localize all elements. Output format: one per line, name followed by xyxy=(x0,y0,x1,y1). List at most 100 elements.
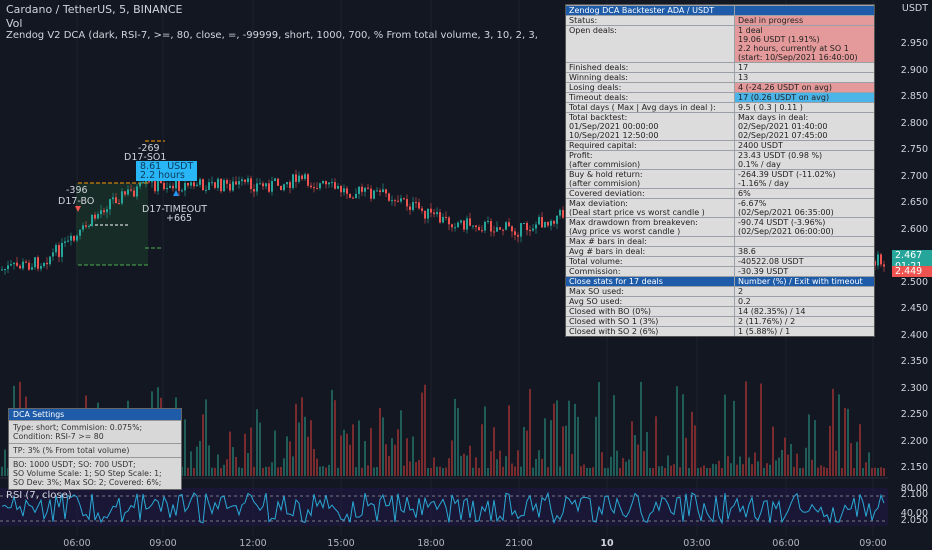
rsi-line xyxy=(1,491,885,525)
bo-label: D17-BO xyxy=(58,196,95,207)
table-key: Total backtest: 01/Sep/2021 00:00:00 10/… xyxy=(566,113,734,140)
table-value: 17 (0.26 USDT on avg) xyxy=(734,93,874,102)
table-row: Open deals: 1 deal 19.06 USDT (1.91%) 2.2… xyxy=(566,25,874,62)
table-value: 2 xyxy=(734,287,874,296)
table-row: Closed with BO (0%) 14 (82.35%) / 14 xyxy=(566,306,874,316)
dca-settings-line: TP: 3% (% From total volume) xyxy=(9,443,181,457)
table-value: 2400 USDT xyxy=(734,141,874,150)
table-value: -90.74 USDT (-3.96%) (02/Sep/2021 06:00:… xyxy=(734,218,874,236)
time-tick: 15:00 xyxy=(327,538,355,549)
table-row: Finished deals: 17 xyxy=(566,62,874,72)
table-value: -40522.08 USDT xyxy=(734,257,874,266)
table-value: 4 (-24.26 USDT on avg) xyxy=(734,83,874,92)
rsi-tick-80: 80.00 xyxy=(900,483,928,494)
price-tick: 2.750 xyxy=(900,144,928,155)
tp-tooltip: 8.61 USDT 2.2 hours xyxy=(136,161,198,181)
volume-label[interactable]: Vol xyxy=(6,17,23,30)
so1-label: D17-SO1 xyxy=(124,152,167,163)
indicator-title[interactable]: Zendog V2 DCA (dark, RSI-7, >=, 80, clos… xyxy=(6,30,538,41)
table-row: Timeout deals: 17 (0.26 USDT on avg) xyxy=(566,92,874,102)
price-tick: 2.400 xyxy=(900,329,928,341)
backtester-title-row: Zendog DCA Backtester ADA / USDT xyxy=(566,5,874,15)
table-key: Closed with BO (0%) xyxy=(566,307,734,316)
table-key: Open deals: xyxy=(566,26,734,62)
table-key: Closed with SO 1 (3%) xyxy=(566,317,734,326)
table-row: Total days ( Max | Avg days in deal ): 9.… xyxy=(566,102,874,112)
table-value: 0.2 xyxy=(734,297,874,306)
table-row: Covered deviation: 6% xyxy=(566,188,874,198)
table-key: Timeout deals: xyxy=(566,93,734,102)
price-tick: 2.050 xyxy=(900,515,928,526)
table-key: Total days ( Max | Avg days in deal ): xyxy=(566,103,734,112)
table-row: Profit: (after commision) 23.43 USDT (0.9… xyxy=(566,150,874,169)
table-value xyxy=(734,237,874,246)
dca-settings-line: BO: 1000 USDT; SO: 700 USDT; SO Volume S… xyxy=(9,457,181,489)
table-key: Avg SO used: xyxy=(566,297,734,306)
price-tick: 2.950 xyxy=(900,38,928,49)
table-key: Max # bars in deal: xyxy=(566,237,734,246)
price-tick: 2.300 xyxy=(900,382,928,394)
backtester-table: Zendog DCA Backtester ADA / USDT Status:… xyxy=(565,4,875,337)
timeout-value: +665 xyxy=(166,213,193,224)
table-key: Buy & hold return: (after commision) xyxy=(566,170,734,188)
currency-label: USDT xyxy=(901,3,928,14)
table-row: Avg SO used: 0.2 xyxy=(566,296,874,306)
table-value: 1 (5.88%) / 1 xyxy=(734,327,874,336)
buy-arrow-icon xyxy=(173,190,179,196)
price-axis[interactable]: USDT 2.950 2.900 2.850 2.800 2.750 2.700 2.650… xyxy=(890,0,932,540)
table-row: Total backtest: 01/Sep/2021 00:00:00 10/… xyxy=(566,112,874,140)
stats-header-row: Close stats for 17 deals Number (%) / Ex… xyxy=(566,276,874,286)
table-row: Max deviation: (Deal start price vs wors… xyxy=(566,198,874,217)
timeout-label: D17-TIMEOUT xyxy=(142,204,207,215)
table-key: Max deviation: (Deal start price vs wors… xyxy=(566,199,734,217)
table-row: Losing deals: 4 (-24.26 USDT on avg) xyxy=(566,82,874,92)
price-tick: 2.500 xyxy=(900,276,928,288)
dca-settings-panel: DCA Settings Type: short; Commision: 0.0… xyxy=(8,408,182,490)
price-tick: 2.100 xyxy=(900,488,928,500)
time-tick: 12:00 xyxy=(239,538,267,549)
table-row: Closed with SO 1 (3%) 2 (11.76%) / 2 xyxy=(566,316,874,326)
price-tick: 2.800 xyxy=(900,117,928,129)
dca-settings-line: Type: short; Commision: 0.075%; Conditio… xyxy=(9,420,181,443)
table-value: -6.67% (02/Sep/2021 06:35:00) xyxy=(734,199,874,217)
table-value: 38.6 xyxy=(734,247,874,256)
table-key: Covered deviation: xyxy=(566,189,734,198)
table-value: 9.5 ( 0.3 | 0.11 ) xyxy=(734,103,874,112)
table-key: Profit: (after commision) xyxy=(566,151,734,169)
table-row: Commission: -30.39 USDT xyxy=(566,266,874,276)
table-row: Avg # bars in deal: 38.6 xyxy=(566,246,874,256)
rsi-tick-40: 40.00 xyxy=(900,508,928,519)
symbol-title[interactable]: Cardano / TetherUS, 5, BINANCE xyxy=(6,3,183,16)
table-key: Required capital: xyxy=(566,141,734,150)
price-tick: 2.250 xyxy=(900,409,928,420)
table-value: 23.43 USDT (0.98 %) 0.1% / day xyxy=(734,151,874,169)
time-tick: 10 xyxy=(600,538,614,549)
price-tick: 2.650 xyxy=(900,197,928,208)
table-key: Status: xyxy=(566,16,734,25)
table-value: 6% xyxy=(734,189,874,198)
price-tick: 2.350 xyxy=(900,356,928,367)
price-tick: 2.600 xyxy=(900,223,928,235)
table-key: Closed with SO 2 (6%) xyxy=(566,327,734,336)
price-tick: 2.900 xyxy=(900,64,928,76)
table-row: Status: Deal in progress xyxy=(566,15,874,25)
table-value: Max days in deal: 02/Sep/2021 01:40:00 0… xyxy=(734,113,874,140)
table-key: Avg # bars in deal: xyxy=(566,247,734,256)
table-row: Max SO used: 2 xyxy=(566,286,874,296)
rsi-label[interactable]: RSI (7, close) xyxy=(6,490,72,501)
table-row: Winning deals: 13 xyxy=(566,72,874,82)
price-tick: 2.150 xyxy=(900,462,928,473)
table-key: Commission: xyxy=(566,267,734,276)
deal-zone xyxy=(76,183,148,265)
table-value: 17 xyxy=(734,63,874,72)
time-tick: 18:00 xyxy=(417,538,445,549)
time-tick: 06:00 xyxy=(772,538,800,549)
table-value: 13 xyxy=(734,73,874,82)
table-row: Buy & hold return: (after commision) -264… xyxy=(566,169,874,188)
time-tick: 06:00 xyxy=(63,538,91,549)
table-key: Finished deals: xyxy=(566,63,734,72)
rsi-band xyxy=(0,488,888,526)
bo-arrow-icon xyxy=(75,206,81,212)
price-tick: 2.700 xyxy=(900,170,928,182)
time-tick: 03:00 xyxy=(683,538,711,549)
